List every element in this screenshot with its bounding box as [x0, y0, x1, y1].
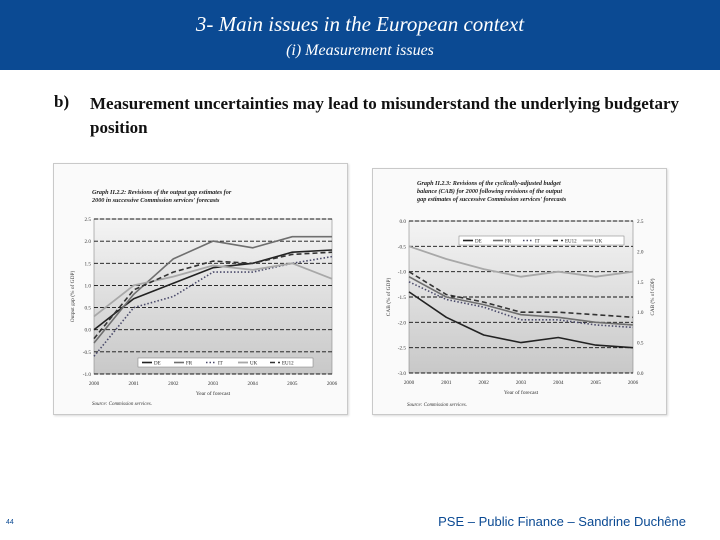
y-tick-label: -2.5	[398, 346, 407, 352]
series-line-eu12	[93, 251, 333, 340]
y-tick-label: 0.0	[400, 219, 407, 225]
y-tick-label: -3.0	[398, 371, 407, 377]
chart-panel-cab: Graph II.2.3: Revisions of the cyclicall…	[372, 168, 667, 415]
y2-axis-label: CAB (% of GDP)	[649, 278, 656, 315]
x-tick-label: 2000	[89, 381, 100, 387]
x-axis-label: Year of forecast	[504, 389, 539, 396]
x-tick-label: 2003	[208, 381, 219, 387]
x-tick-label: 2005	[590, 380, 601, 386]
footer-text: PSE – Public Finance – Sandrine Duchêne	[438, 514, 686, 529]
chart-legend: DE FR IT UK EU12	[137, 357, 314, 368]
series-line-de	[408, 291, 634, 349]
section-heading: Measurement uncertainties may lead to mi…	[90, 94, 680, 137]
y-tick-label: -0.5	[83, 350, 92, 356]
slide-title: 3- Main issues in the European context	[195, 12, 525, 36]
y2-tick-label: 1.0	[637, 310, 644, 316]
y2-tick-label: 2.5	[637, 219, 644, 225]
x-tick-label: 2001	[128, 381, 139, 387]
y-tick-label: 2.5	[85, 217, 92, 223]
y2-tick-label: 0.0	[637, 371, 644, 377]
series-line-uk	[408, 245, 634, 278]
x-tick-label: 2002	[168, 381, 179, 387]
chart-source: Source: Commission services.	[92, 402, 152, 407]
chart-panel-output-gap: Graph II.2.2: Revisions of the output ga…	[53, 163, 348, 415]
y2-tick-label: 1.5	[637, 280, 644, 286]
y2-tick-label: 0.5	[637, 341, 644, 347]
legend-label-de: DE	[154, 362, 161, 367]
x-tick-label: 2005	[287, 381, 298, 387]
y-axis-label: CAB (% of GDP)	[385, 278, 392, 317]
series-line-it	[93, 255, 333, 357]
plot-area	[93, 218, 333, 375]
x-tick-label: 2006	[327, 381, 338, 387]
x-tick-label: 2004	[553, 380, 564, 386]
legend-box	[137, 357, 314, 368]
x-tick-label: 2001	[441, 380, 452, 386]
series-line-eu12	[408, 271, 634, 319]
series-line-it	[408, 281, 634, 329]
cab-chart: Graph II.2.3: Revisions of the cyclicall…	[385, 180, 656, 408]
legend-label-fr: FR	[505, 240, 512, 245]
y-tick-label: -0.5	[398, 244, 407, 250]
chart-source: Source: Commission services.	[407, 403, 467, 408]
slide-header: 3- Main issues in the European context (…	[0, 0, 720, 70]
y-axis-label: Output gap (% of GDP)	[69, 271, 76, 323]
x-tick-label: 2003	[516, 380, 527, 386]
y-tick-label: 0.5	[85, 306, 92, 312]
chart-title-line: Graph II.2.3: Revisions of the cyclicall…	[417, 180, 561, 187]
legend-label-de: DE	[475, 240, 482, 245]
x-tick-label: 2006	[628, 380, 639, 386]
legend-label-eu12: EU12	[282, 362, 294, 367]
x-axis-label: Year of forecast	[196, 390, 231, 397]
output-gap-chart: Graph II.2.2: Revisions of the output ga…	[69, 189, 338, 407]
y2-tick-label: 2.0	[637, 249, 644, 255]
slide-subtitle: (i) Measurement issues	[286, 42, 434, 59]
series-line-fr	[408, 275, 634, 326]
y-tick-label: 0.0	[85, 328, 92, 334]
page-number: 44	[6, 519, 14, 526]
chart-title-line: 2000 in successive Commission services' …	[91, 197, 220, 204]
chart-title: Graph II.2.3: Revisions of the cyclicall…	[416, 180, 567, 203]
y-tick-label: 1.5	[85, 261, 92, 267]
legend-label-fr: FR	[186, 362, 193, 367]
bullet-label: b)	[54, 92, 70, 111]
legend-label-uk: UK	[250, 362, 258, 367]
y-tick-label: -1.5	[398, 295, 407, 301]
chart-title-line: balance (CAB) for 2000 following revisio…	[417, 188, 562, 195]
chart-title-line: Graph II.2.2: Revisions of the output ga…	[92, 189, 232, 196]
chart-title: Graph II.2.2: Revisions of the output ga…	[91, 189, 232, 204]
legend-label-eu12: EU12	[565, 240, 577, 245]
y-tick-label: 2.0	[85, 239, 92, 245]
chart-title-line: gap estimates of successive Commission s…	[416, 196, 567, 203]
legend-label-it: IT	[218, 362, 223, 367]
y-tick-label: -1.0	[83, 372, 92, 378]
x-tick-label: 2002	[478, 380, 489, 386]
x-tick-label: 2000	[404, 380, 415, 386]
legend-label-uk: UK	[595, 240, 603, 245]
legend-label-it: IT	[535, 240, 540, 245]
series-line-uk	[93, 262, 333, 318]
series-line-de	[93, 249, 333, 331]
series-line-fr	[93, 235, 332, 344]
y-tick-label: 1.0	[85, 283, 92, 289]
legend-box	[458, 235, 625, 246]
x-tick-label: 2004	[247, 381, 258, 387]
y-tick-label: -1.0	[398, 270, 407, 276]
y-tick-label: -2.0	[398, 320, 407, 326]
chart-legend: DE FR IT EU12 UK	[458, 235, 625, 246]
